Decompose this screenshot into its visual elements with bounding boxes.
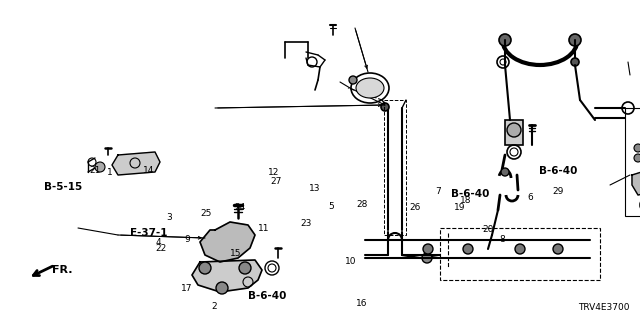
Ellipse shape (356, 78, 384, 98)
Circle shape (95, 162, 105, 172)
Circle shape (423, 244, 433, 254)
Text: 3: 3 (167, 213, 172, 222)
Polygon shape (112, 152, 160, 175)
Text: TRV4E3700: TRV4E3700 (579, 303, 630, 312)
Text: 4: 4 (156, 238, 161, 247)
Circle shape (239, 262, 251, 274)
Circle shape (199, 262, 211, 274)
Text: B-5-15: B-5-15 (44, 182, 82, 192)
Text: B-6-40: B-6-40 (539, 166, 577, 176)
Text: 13: 13 (309, 184, 321, 193)
Text: 5: 5 (329, 202, 334, 211)
Text: 10: 10 (345, 257, 356, 266)
Text: 20: 20 (482, 225, 493, 234)
Text: 1: 1 (108, 168, 113, 177)
Circle shape (463, 244, 473, 254)
Polygon shape (192, 260, 262, 292)
Text: 25: 25 (200, 209, 212, 218)
Text: 23: 23 (300, 219, 312, 228)
Circle shape (499, 34, 511, 46)
Text: 9: 9 (184, 235, 189, 244)
Polygon shape (632, 170, 640, 195)
Circle shape (634, 144, 640, 152)
Circle shape (515, 244, 525, 254)
Text: B-6-40: B-6-40 (451, 188, 490, 199)
Text: 2: 2 (212, 302, 217, 311)
Text: 21: 21 (89, 166, 100, 175)
Circle shape (381, 103, 389, 111)
Text: 22: 22 (156, 244, 167, 253)
Circle shape (507, 123, 521, 137)
Text: 29: 29 (552, 187, 564, 196)
Bar (440, 228, 600, 280)
Text: 27: 27 (271, 177, 282, 186)
Text: 28: 28 (356, 200, 367, 209)
Bar (505, 120, 523, 145)
Text: 17: 17 (181, 284, 193, 293)
Text: 12: 12 (268, 168, 280, 177)
Circle shape (216, 282, 228, 294)
Text: 14: 14 (143, 166, 154, 175)
Text: 16: 16 (356, 299, 367, 308)
Text: 18: 18 (460, 196, 472, 205)
Text: 19: 19 (454, 203, 465, 212)
Circle shape (422, 253, 432, 263)
Text: 8: 8 (500, 235, 505, 244)
Text: 6: 6 (527, 193, 532, 202)
Bar (384, 100, 406, 235)
Circle shape (634, 154, 640, 162)
Polygon shape (200, 222, 255, 262)
Circle shape (501, 168, 509, 176)
Text: FR.: FR. (52, 265, 72, 275)
Text: 11: 11 (258, 224, 269, 233)
Circle shape (553, 244, 563, 254)
Text: 24: 24 (234, 203, 246, 212)
Text: 15: 15 (230, 249, 241, 258)
Circle shape (571, 58, 579, 66)
Circle shape (349, 76, 357, 84)
Circle shape (569, 34, 581, 46)
Text: 7: 7 (436, 187, 441, 196)
Text: B-6-40: B-6-40 (248, 291, 287, 301)
Text: 26: 26 (409, 203, 420, 212)
Bar (625, 108, 640, 216)
Text: E-37-1: E-37-1 (130, 228, 167, 238)
